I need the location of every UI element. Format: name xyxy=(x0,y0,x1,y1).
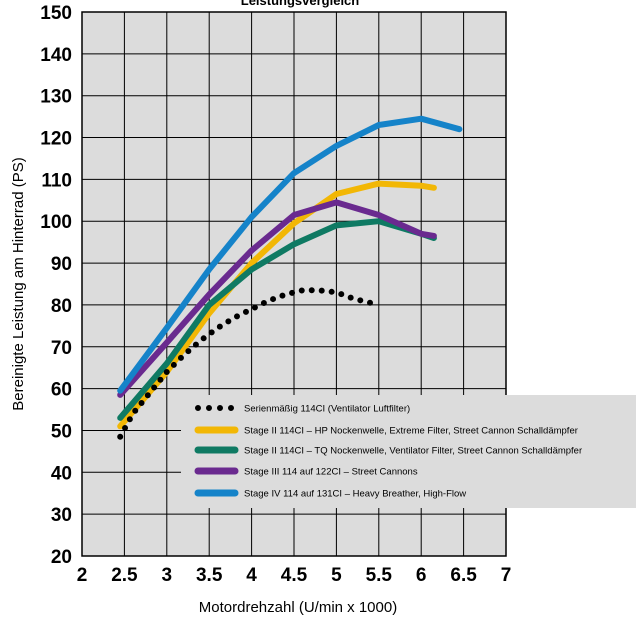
y-tick-label: 140 xyxy=(40,45,72,66)
y-tick-labels: 20 30 40 50 60 70 80 90 100 110 120 130 140 150 xyxy=(40,3,72,568)
legend-label-4: Stage IV 114 auf 131CI – Heavy Breather,… xyxy=(244,489,466,500)
x-tick-labels: 2 2.5 3 3.5 4 4.5 5 5.5 6 6.5 7 xyxy=(77,565,512,586)
x-tick-label: 6.5 xyxy=(450,565,477,586)
y-axis-label: Bereinigte Leistung am Hinterrad (PS) xyxy=(10,157,27,410)
y-tick-label: 130 xyxy=(40,87,72,108)
chart-title: Leistungsvergleich xyxy=(241,0,360,8)
y-tick-label: 50 xyxy=(51,421,72,442)
y-tick-label: 60 xyxy=(51,380,72,401)
plot-frame xyxy=(81,11,507,557)
x-tick-label: 2 xyxy=(77,565,88,586)
series-line-3 xyxy=(117,199,437,398)
series-line-4 xyxy=(117,115,463,394)
x-tick-label: 5.5 xyxy=(366,565,393,586)
legend-label-1: Stage II 114CI – HP Nockenwelle, Extreme… xyxy=(244,426,578,437)
x-axis-label: Motordrehzahl (U/min x 1000) xyxy=(199,599,397,616)
x-tick-label: 7 xyxy=(501,565,512,586)
x-tick-label: 4 xyxy=(246,565,257,586)
x-tick-label: 5 xyxy=(331,565,342,586)
legend-label-0: Serienmäßig 114CI (Ventilator Luftfilter… xyxy=(244,404,410,415)
legend-background xyxy=(181,395,636,508)
y-tick-label: 110 xyxy=(41,170,72,191)
y-tick-label: 90 xyxy=(51,254,72,275)
series-line-1 xyxy=(117,180,437,430)
legend-label-2: Stage II 114CI – TQ Nockenwelle, Ventila… xyxy=(244,446,582,457)
y-tick-label: 80 xyxy=(51,296,72,317)
x-tick-label: 3.5 xyxy=(196,565,223,586)
y-tick-label: 20 xyxy=(51,547,72,568)
x-tick-label: 3 xyxy=(162,565,173,586)
y-tick-label: 100 xyxy=(40,212,72,233)
x-tick-label: 4.5 xyxy=(281,565,308,586)
x-tick-label: 2.5 xyxy=(111,565,138,586)
y-tick-label: 30 xyxy=(51,505,72,526)
legend-label-3: Stage III 114 auf 122CI – Street Cannons xyxy=(244,467,418,478)
legend: Serienmäßig 114CI (Ventilator Luftfilter… xyxy=(181,395,636,508)
series-layer xyxy=(117,115,463,440)
y-tick-label: 150 xyxy=(40,3,72,24)
y-tick-label: 120 xyxy=(40,129,72,150)
y-tick-label: 70 xyxy=(51,338,72,359)
x-tick-label: 6 xyxy=(416,565,427,586)
y-tick-label: 40 xyxy=(51,463,72,484)
